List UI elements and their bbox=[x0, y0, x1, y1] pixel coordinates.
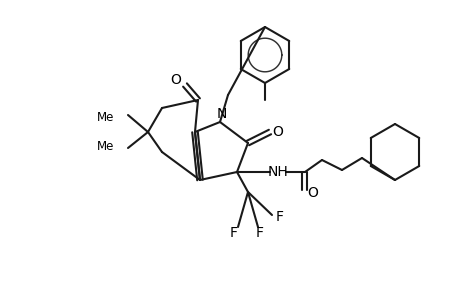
Text: N: N bbox=[216, 107, 227, 121]
Text: O: O bbox=[170, 73, 181, 87]
Text: O: O bbox=[272, 125, 283, 139]
Text: Me: Me bbox=[96, 140, 114, 152]
Text: NH: NH bbox=[267, 165, 288, 179]
Text: O: O bbox=[307, 186, 318, 200]
Text: Me: Me bbox=[96, 110, 114, 124]
Text: F: F bbox=[230, 226, 237, 240]
Text: F: F bbox=[256, 226, 263, 240]
Text: F: F bbox=[275, 210, 283, 224]
